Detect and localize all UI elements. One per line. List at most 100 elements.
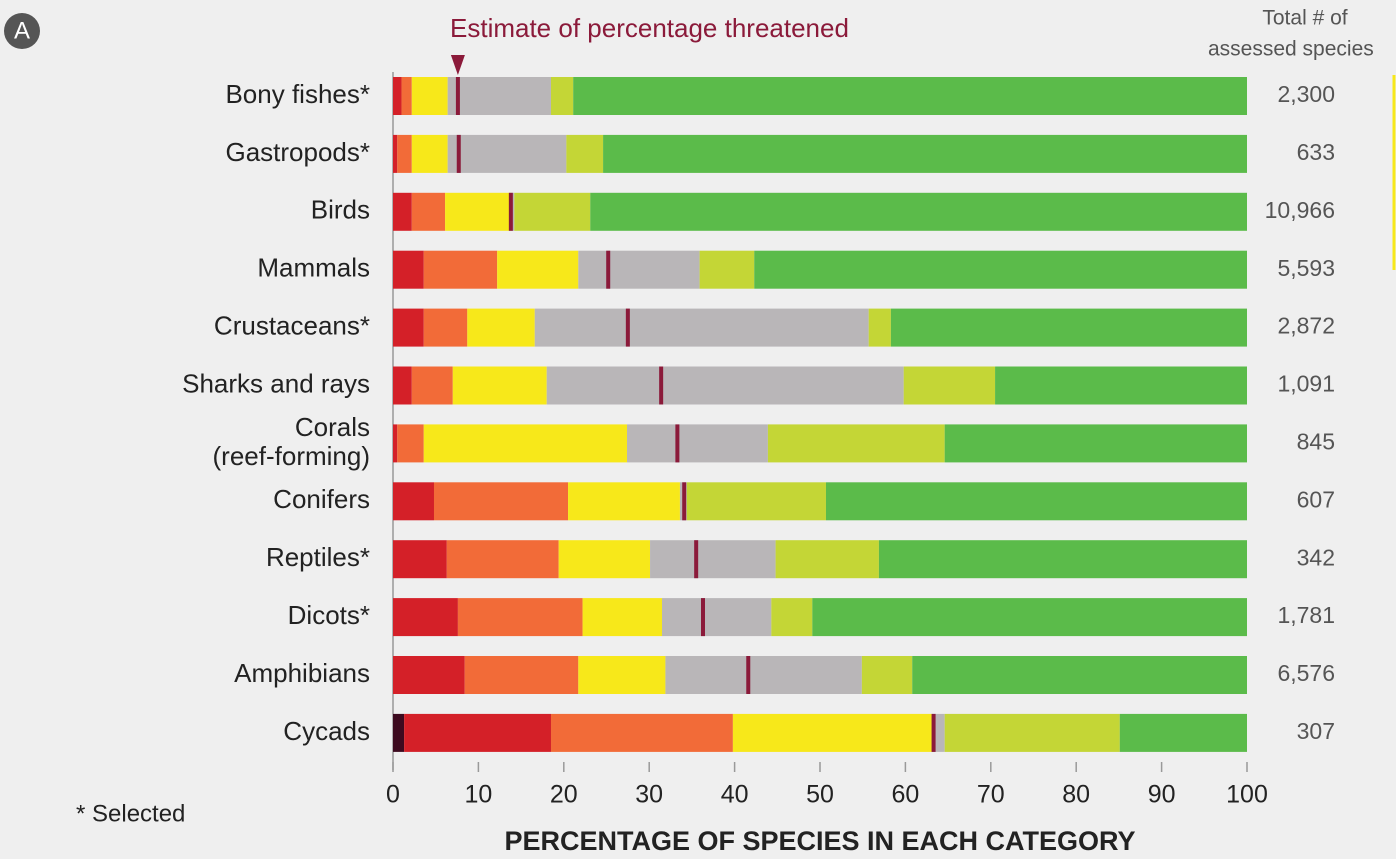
total-label: 5,593 [1277, 255, 1335, 281]
bar-segment [603, 134, 1247, 173]
estimate-marker [659, 366, 664, 405]
bar-segment [890, 308, 1247, 347]
bar-segment [393, 134, 398, 173]
bar-segment [404, 713, 551, 752]
category-label: Crustaceans* [214, 310, 370, 340]
bar-segment [452, 366, 547, 405]
annotation: Estimate of percentage threatened [450, 13, 849, 43]
bar-segment [566, 134, 604, 173]
bar-segment [411, 77, 448, 115]
bar-segment [393, 482, 434, 521]
bar-segment [393, 250, 424, 289]
bar-segment [411, 366, 453, 405]
bar-segment [558, 540, 651, 579]
bar-segment [775, 540, 879, 579]
total-label: 10,966 [1265, 197, 1335, 223]
total-label: 845 [1297, 428, 1335, 454]
category-label: Mammals [257, 253, 370, 283]
bar-segment [546, 366, 904, 405]
estimate-marker [456, 134, 461, 173]
bar-segment [732, 713, 932, 752]
x-tick-label: 90 [1148, 781, 1176, 809]
total-label: 342 [1297, 544, 1335, 570]
bar-segment [393, 192, 412, 231]
x-tick-label: 60 [891, 781, 919, 809]
total-label: 607 [1297, 486, 1335, 512]
total-label: 633 [1297, 139, 1335, 165]
total-label: 6,576 [1277, 660, 1335, 686]
bar-segment [464, 656, 579, 694]
bar-segment [944, 424, 1247, 463]
bar-segment [767, 424, 945, 463]
bar-segment [423, 308, 468, 347]
bar-segment [995, 366, 1247, 405]
category-label: Corals (reef-forming) [213, 412, 370, 471]
bar-segment [457, 598, 583, 637]
bar-segment [393, 308, 424, 347]
category-label: Bony fishes* [225, 79, 370, 109]
estimate-marker [931, 713, 936, 752]
bar-segment [393, 77, 402, 115]
x-tick-label: 50 [806, 781, 834, 809]
estimate-marker [701, 598, 706, 637]
bar-segment [447, 77, 551, 115]
bar-segment [467, 308, 535, 347]
bar-segment [397, 134, 412, 173]
estimate-marker [675, 424, 680, 463]
bar-segment [446, 540, 559, 579]
bar-segment [771, 598, 813, 637]
bar-segment [573, 77, 1247, 115]
bar-segment [578, 250, 700, 289]
bar-segment [393, 713, 405, 752]
panel-label: A [14, 17, 30, 44]
bar-segment [401, 77, 412, 115]
total-label: 2,872 [1277, 313, 1335, 339]
x-tick-label: 20 [550, 781, 578, 809]
bar-segment [423, 250, 498, 289]
estimate-marker [694, 540, 699, 579]
estimate-marker [625, 308, 630, 347]
bar-segment [686, 482, 826, 521]
bar-segment [568, 482, 680, 521]
x-tick-label: 80 [1062, 781, 1090, 809]
totals-header: Total # of [1262, 7, 1347, 30]
bar-segment [903, 366, 996, 405]
category-label: Reptiles* [266, 542, 370, 572]
bar-segment [423, 424, 627, 463]
bar-segment [650, 540, 776, 579]
bar-segment [626, 424, 768, 463]
bar-segment [497, 250, 579, 289]
bar-segment [534, 308, 869, 347]
category-label: Cycads [283, 716, 370, 746]
bar-segment [878, 540, 1247, 579]
bar-segment [1119, 713, 1247, 752]
total-label: 1,091 [1277, 371, 1335, 397]
bar-segment [590, 192, 1247, 231]
estimate-marker [746, 656, 751, 694]
bar-segment [665, 656, 862, 694]
bar-segment [582, 598, 663, 637]
bar-segment [393, 540, 447, 579]
bar-segment [699, 250, 755, 289]
bar-segment [868, 308, 891, 347]
totals-header: assessed species [1208, 38, 1374, 61]
bar-segment [433, 482, 569, 521]
category-label: Birds [311, 195, 370, 225]
panel-badge [4, 13, 40, 49]
bar-segment [393, 366, 412, 405]
bar-segment [393, 656, 465, 694]
x-tick-label: 10 [464, 781, 492, 809]
category-label: Amphibians [234, 658, 370, 688]
bar-segment [912, 656, 1247, 694]
x-tick-label: 0 [386, 781, 400, 809]
bar-segment [812, 598, 1247, 637]
bar-segment [861, 656, 913, 694]
category-label: Gastropods* [225, 137, 370, 167]
bar-segment [514, 192, 591, 231]
estimate-marker [508, 192, 513, 231]
x-axis-label: PERCENTAGE OF SPECIES IN EACH CATEGORY [504, 826, 1135, 856]
category-label: Dicots* [288, 600, 370, 630]
category-label: Conifers [273, 484, 370, 514]
total-label: 1,781 [1277, 602, 1335, 628]
